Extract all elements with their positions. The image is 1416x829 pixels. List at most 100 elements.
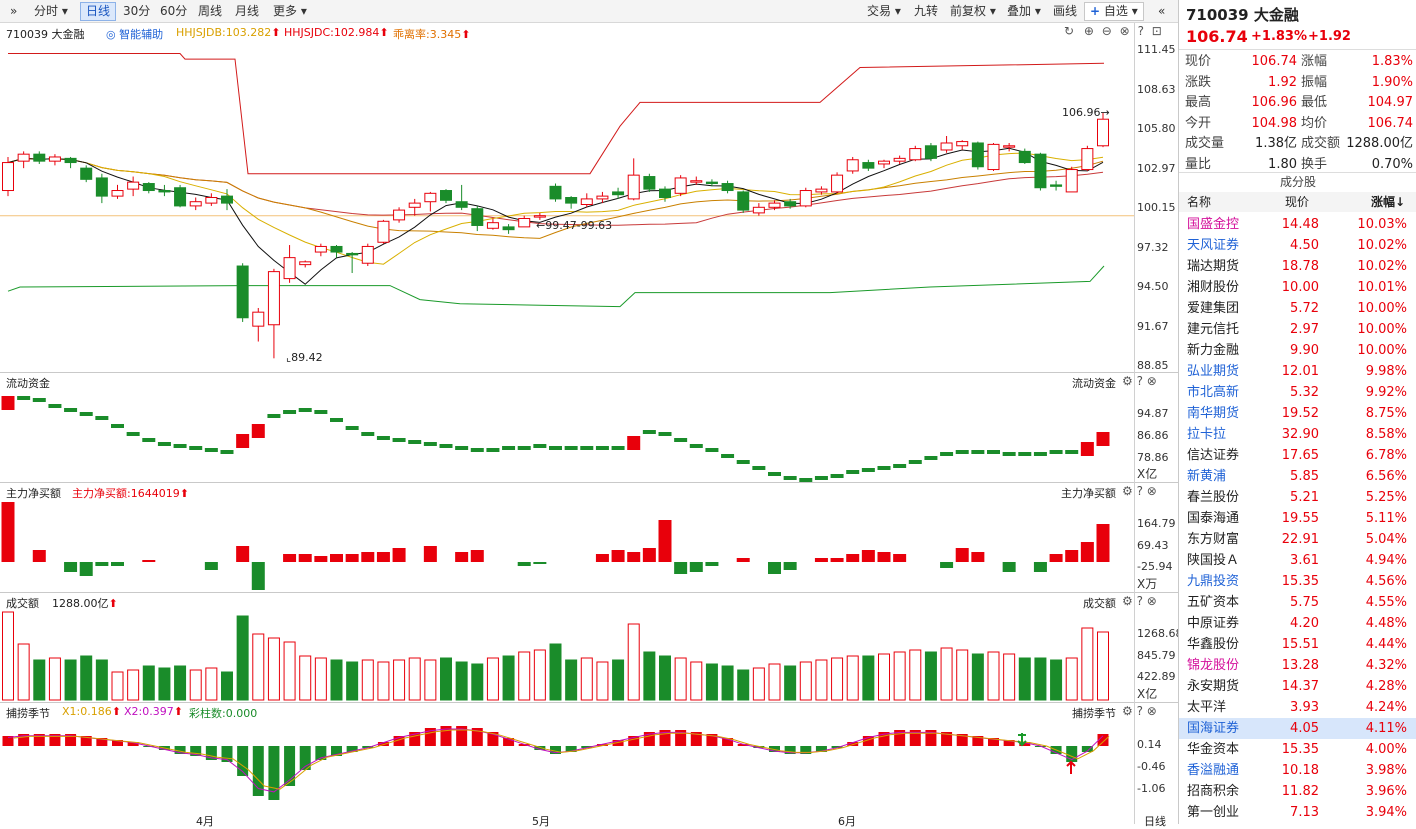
constituent-row[interactable]: 南华期货 19.52 8.75% bbox=[1179, 403, 1416, 424]
constituent-row[interactable]: 陕国投Ａ 3.61 4.94% bbox=[1179, 550, 1416, 571]
adjust-menu[interactable]: 前复权 ▾ bbox=[950, 4, 996, 18]
constituent-row[interactable]: 九鼎投资 15.35 4.56% bbox=[1179, 571, 1416, 592]
tab-more[interactable]: 更多 ▾ bbox=[273, 4, 307, 18]
tab-60min[interactable]: 60分 bbox=[160, 4, 188, 18]
constituent-row[interactable]: 五矿资本 5.75 4.55% bbox=[1179, 592, 1416, 613]
constituent-row[interactable]: 招商积余 11.82 3.96% bbox=[1179, 781, 1416, 802]
collapse-left-icon[interactable]: » bbox=[10, 4, 18, 18]
reset-icon[interactable]: ↻ bbox=[1064, 24, 1075, 38]
gear-icon[interactable]: ⚙ bbox=[1122, 704, 1133, 718]
candle-body bbox=[221, 195, 233, 204]
constituent-row[interactable]: 新力金融 9.90 10.00% bbox=[1179, 340, 1416, 361]
add-watchlist-button[interactable]: + 自选 ▾ bbox=[1084, 2, 1144, 21]
col-pct[interactable]: 涨幅↓ bbox=[1371, 195, 1406, 209]
trade-menu[interactable]: 交易 ▾ bbox=[867, 4, 901, 18]
quote-label: 最低 bbox=[1301, 95, 1328, 110]
gear-icon[interactable]: ⚙ bbox=[1122, 484, 1133, 498]
season-bar bbox=[18, 734, 30, 746]
flow-bar bbox=[533, 444, 547, 448]
zoom-in-icon[interactable]: ⊕ bbox=[1083, 24, 1094, 38]
candle-body bbox=[1050, 184, 1063, 187]
constituent-row[interactable]: 东方财富 22.91 5.04% bbox=[1179, 529, 1416, 550]
constituent-row[interactable]: 市北高新 5.32 9.92% bbox=[1179, 382, 1416, 403]
tab-monthly[interactable]: 月线 bbox=[235, 4, 260, 18]
flow-bar bbox=[64, 408, 78, 412]
constituent-row[interactable]: 中原证券 4.20 4.48% bbox=[1179, 613, 1416, 634]
constituent-row[interactable]: 建元信托 2.97 10.00% bbox=[1179, 319, 1416, 340]
constituent-row[interactable]: 国海证券 4.05 4.11% bbox=[1179, 718, 1416, 739]
constituent-row[interactable]: 瑞达期货 18.78 10.02% bbox=[1179, 256, 1416, 277]
constituent-row[interactable]: 春兰股份 5.21 5.25% bbox=[1179, 487, 1416, 508]
kline-chart[interactable] bbox=[0, 23, 1178, 824]
smart-assist-toggle[interactable]: ◎ 智能辅助 bbox=[106, 28, 164, 41]
help-icon[interactable]: ? bbox=[1136, 374, 1143, 388]
constituent-row[interactable]: 华鑫股份 15.51 4.44% bbox=[1179, 634, 1416, 655]
quote-label: 今开 bbox=[1185, 115, 1212, 131]
constituent-row[interactable]: 国泰海通 19.55 5.11% bbox=[1179, 508, 1416, 529]
constituent-row[interactable]: 太平洋 3.93 4.24% bbox=[1179, 697, 1416, 718]
constituent-row[interactable]: 新黄浦 5.85 6.56% bbox=[1179, 466, 1416, 487]
tab-30min[interactable]: 30分 bbox=[123, 4, 151, 18]
constituent-row[interactable]: 湘财股份 10.00 10.01% bbox=[1179, 277, 1416, 298]
draw-line-button[interactable]: 画线 bbox=[1053, 4, 1078, 18]
stock-price: 13.28 bbox=[1281, 658, 1319, 673]
jiuzhuan-button[interactable]: 九转 bbox=[914, 4, 939, 18]
constituent-row[interactable]: 香溢融通 10.18 3.98% bbox=[1179, 760, 1416, 781]
help-icon[interactable]: ? bbox=[1137, 24, 1144, 38]
flow-bar bbox=[955, 450, 969, 454]
candle-body bbox=[565, 197, 578, 204]
help-icon[interactable]: ? bbox=[1136, 484, 1143, 498]
collapse-right-icon[interactable]: « bbox=[1158, 4, 1166, 18]
divider bbox=[1179, 172, 1416, 173]
constituent-row[interactable]: 第一创业 7.13 3.94% bbox=[1179, 802, 1416, 823]
volume-bar bbox=[174, 665, 187, 701]
constituent-row[interactable]: 天风证券 4.50 10.02% bbox=[1179, 235, 1416, 256]
tab-daily[interactable]: 日线 bbox=[80, 2, 117, 21]
constituent-row[interactable]: 国盛金控 14.48 10.03% bbox=[1179, 214, 1416, 235]
col-price[interactable]: 现价 bbox=[1285, 195, 1310, 209]
stock-price: 9.90 bbox=[1290, 343, 1319, 358]
candle-body bbox=[643, 176, 656, 190]
close-icon[interactable]: ⊗ bbox=[1146, 704, 1157, 718]
gear-icon[interactable]: ⚙ bbox=[1122, 594, 1133, 608]
stock-pct: 5.11% bbox=[1365, 511, 1407, 526]
tab-weekly[interactable]: 周线 bbox=[198, 4, 223, 18]
gear-icon[interactable]: ⚙ bbox=[1122, 374, 1133, 388]
constituent-row[interactable]: 信达证券 17.65 6.78% bbox=[1179, 445, 1416, 466]
constituent-row[interactable]: 拉卡拉 32.90 8.58% bbox=[1179, 424, 1416, 445]
quote-value: 0.70% bbox=[1371, 156, 1413, 172]
overlay-menu[interactable]: 叠加 ▾ bbox=[1007, 4, 1041, 18]
zoom-out-icon[interactable]: ⊖ bbox=[1101, 24, 1112, 38]
candle-body bbox=[549, 185, 562, 200]
flow-bar bbox=[1080, 442, 1094, 456]
close-icon[interactable]: ⊗ bbox=[1146, 484, 1157, 498]
help-icon[interactable]: ? bbox=[1136, 594, 1143, 608]
net-bar bbox=[470, 550, 484, 562]
volume-bar bbox=[455, 661, 468, 701]
constituent-row[interactable]: 永安期货 14.37 4.28% bbox=[1179, 676, 1416, 697]
close-icon[interactable]: ⊗ bbox=[1146, 594, 1157, 608]
volume-bar bbox=[924, 651, 937, 701]
constituent-row[interactable]: 锦龙股份 13.28 4.32% bbox=[1179, 655, 1416, 676]
close-icon[interactable]: ⊗ bbox=[1119, 24, 1130, 38]
season-bar bbox=[909, 730, 921, 746]
quote-value: 1.38亿 bbox=[1255, 136, 1297, 151]
col-name[interactable]: 名称 bbox=[1187, 195, 1212, 209]
net-bar bbox=[955, 548, 969, 562]
constituent-row[interactable]: 华金资本 15.35 4.00% bbox=[1179, 739, 1416, 760]
season-bar bbox=[127, 742, 139, 746]
volume-bar bbox=[346, 661, 359, 701]
help-icon[interactable]: ? bbox=[1136, 704, 1143, 718]
constituent-row[interactable]: 爱建集团 5.72 10.00% bbox=[1179, 298, 1416, 319]
net-bar bbox=[95, 562, 109, 566]
season-bar bbox=[847, 742, 859, 746]
maximize-icon[interactable]: ⊡ bbox=[1151, 24, 1162, 38]
tab-fenshi[interactable]: 分时 ▾ bbox=[34, 4, 68, 18]
stock-name: 招商积余 bbox=[1187, 784, 1240, 799]
constituent-row[interactable]: 弘业期货 12.01 9.98% bbox=[1179, 361, 1416, 382]
close-icon[interactable]: ⊗ bbox=[1146, 374, 1157, 388]
season-bar bbox=[831, 746, 843, 748]
flow-bar bbox=[470, 448, 484, 452]
candle-body bbox=[17, 153, 30, 162]
volume-bar bbox=[705, 663, 718, 701]
